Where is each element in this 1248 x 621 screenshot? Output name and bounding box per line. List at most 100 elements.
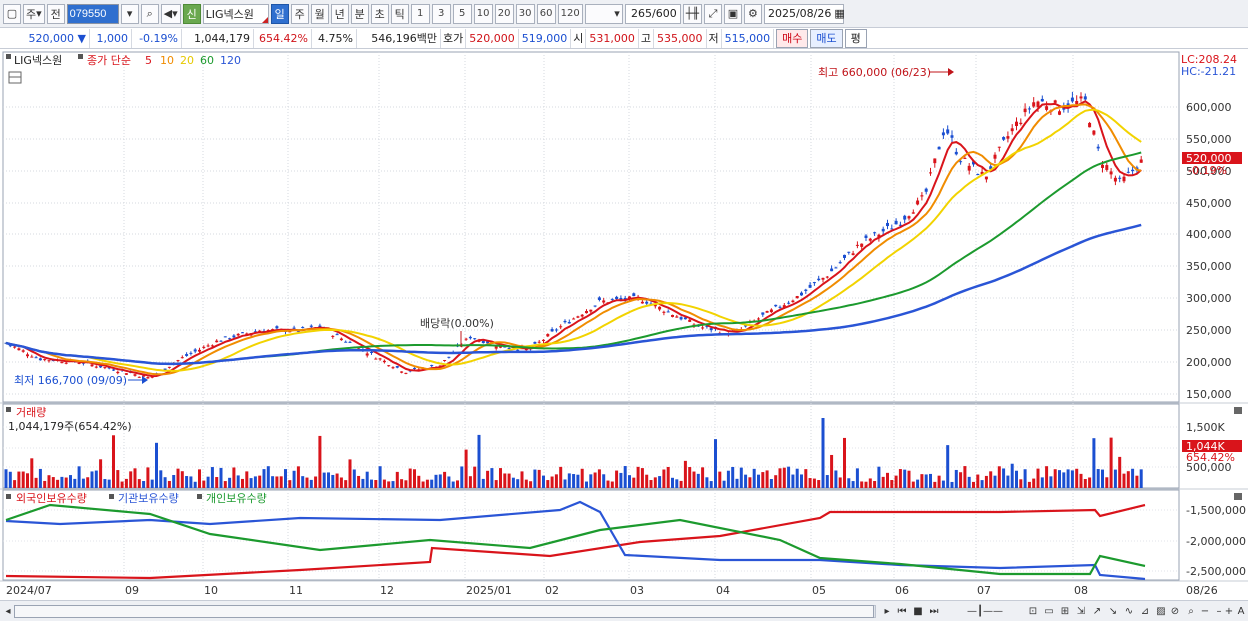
volume-bar	[26, 473, 29, 488]
calendar-icon[interactable]: ▦	[834, 7, 845, 20]
y-tick: 600,000	[1186, 101, 1232, 114]
volume-bar	[739, 467, 743, 488]
cursor-icon[interactable]: ⇲	[1076, 605, 1086, 617]
zoom-out-icon[interactable]: −	[1200, 605, 1210, 617]
volume-bar	[13, 480, 17, 488]
save-icon[interactable]: ▣	[723, 3, 742, 24]
candle-body	[980, 171, 984, 175]
legend-stock-name: LIG넥스원	[14, 54, 62, 67]
period-second-tab[interactable]: 초	[370, 3, 389, 24]
candle-body	[253, 331, 257, 333]
stock-name-box[interactable]: LIG넥스원	[202, 3, 269, 24]
candle-body	[782, 305, 786, 308]
volume-bar	[567, 473, 571, 488]
volume-bar	[56, 479, 60, 488]
draw-tool-icon[interactable]: ⤢	[703, 3, 722, 24]
eval-button[interactable]: 평	[844, 28, 867, 48]
volume-bar	[963, 466, 967, 488]
volume-bar	[421, 481, 425, 488]
scroll-right-icon[interactable]: ▸	[884, 605, 890, 617]
interval-5-button[interactable]: 5	[452, 3, 472, 24]
candle-body	[658, 306, 662, 310]
text-size-icon[interactable]: A	[1237, 605, 1245, 617]
volume-bar	[90, 471, 94, 488]
crosshair-icon[interactable]: ⊡	[1028, 605, 1038, 617]
volume-bar	[864, 481, 868, 488]
zoom-in-icon[interactable]: +	[1224, 605, 1234, 617]
buy-button[interactable]: 매수	[776, 28, 809, 48]
candle-body	[851, 253, 855, 256]
period-day-tab[interactable]: 일	[270, 3, 289, 24]
legend-ma-prefix: 종가 단순	[87, 54, 131, 67]
count-box[interactable]: 265/600	[624, 3, 681, 24]
trend-icon[interactable]: ↘	[1108, 605, 1118, 617]
zoom-slider[interactable]: —┃——	[966, 605, 1004, 617]
candle-body	[976, 174, 980, 176]
volume-bar	[464, 449, 468, 488]
zoom-out-line-icon[interactable]: –	[1216, 605, 1222, 617]
window-icon[interactable]: ▢	[3, 3, 21, 24]
candle-body	[559, 326, 563, 328]
line-draw-icon[interactable]: ↗	[1092, 605, 1102, 617]
panel-close-icon[interactable]	[1234, 407, 1242, 414]
scroll-left-icon[interactable]: ◂	[5, 605, 11, 617]
candle-body	[937, 146, 941, 150]
interval-60-button[interactable]: 60	[536, 3, 556, 24]
volume-bar	[490, 468, 494, 488]
interval-1-button[interactable]: 1	[410, 3, 430, 24]
volume-bar	[916, 479, 920, 488]
interval-3-button[interactable]: 3	[431, 3, 451, 24]
volume-bar	[972, 481, 975, 488]
period-icon[interactable]: ▭	[1044, 605, 1054, 617]
mode-select[interactable]: 주 ▾	[23, 3, 45, 24]
date-field[interactable]: 2025/08/26 ▦	[763, 3, 845, 24]
eraser-icon[interactable]: ⊘	[1170, 605, 1180, 617]
volume-bar	[262, 469, 266, 488]
interval-20-button[interactable]: 20	[494, 3, 514, 24]
chart-svg[interactable]: LIG넥스원 종가 단순 5 10 20 60 120 LC:208.24 HC…	[0, 50, 1248, 602]
last-page-icon[interactable]: ⏭	[929, 605, 939, 617]
period-minute-tab[interactable]: 분	[350, 3, 369, 24]
scroll-thumb[interactable]	[14, 605, 874, 618]
stop-icon[interactable]: ■	[913, 605, 923, 617]
stock-code-input[interactable]	[66, 3, 119, 24]
volume-bar	[1070, 470, 1074, 488]
volume-bar	[99, 459, 103, 488]
first-page-icon[interactable]: ⏮	[897, 605, 907, 617]
chart-type-icon[interactable]: ┼╫	[682, 3, 702, 24]
wave-icon[interactable]: ∿	[1124, 605, 1134, 617]
search-icon[interactable]: ⌕	[140, 3, 159, 24]
volume-bar	[361, 478, 365, 488]
period-month-tab[interactable]: 월	[310, 3, 329, 24]
interval-10-button[interactable]: 10	[473, 3, 493, 24]
period-tick-tab[interactable]: 틱	[390, 3, 409, 24]
image-icon[interactable]: ▨	[1156, 605, 1166, 617]
candle-body	[468, 336, 472, 339]
gear-icon[interactable]: ⚙	[743, 3, 762, 24]
candle-body	[481, 340, 485, 344]
sell-button[interactable]: 매도	[810, 28, 843, 48]
interval-30-button[interactable]: 30	[515, 3, 535, 24]
candle-body	[1105, 165, 1109, 170]
candle-body	[563, 320, 567, 323]
interval-120-button[interactable]: 120	[557, 3, 583, 24]
period-week-tab[interactable]: 주	[290, 3, 309, 24]
chart-area[interactable]: LIG넥스원 종가 단순 5 10 20 60 120 LC:208.24 HC…	[0, 50, 1248, 602]
volume-bar	[129, 471, 133, 488]
panel-close-icon[interactable]	[1234, 493, 1242, 500]
zoom-icon[interactable]: ⌕	[1188, 605, 1194, 617]
shape-icon[interactable]: ⊿	[1140, 605, 1150, 617]
count-value: 265	[631, 7, 653, 20]
interval-dropdown[interactable]: ▾	[584, 3, 623, 24]
signal-button[interactable]: 신	[182, 3, 201, 24]
period-year-tab[interactable]: 년	[330, 3, 349, 24]
volume-value-text: 1,044,179주(654.42%)	[8, 420, 132, 433]
speaker-icon[interactable]: ◀▾	[160, 3, 181, 24]
volume-bar	[610, 481, 614, 488]
volume-bar	[520, 471, 524, 488]
volume-bar	[954, 469, 958, 488]
dropdown-icon[interactable]: ▾	[120, 3, 139, 24]
grid-icon[interactable]: ⊞	[1060, 605, 1070, 617]
candle-body	[916, 200, 920, 205]
prev-button[interactable]: 전	[46, 3, 65, 24]
